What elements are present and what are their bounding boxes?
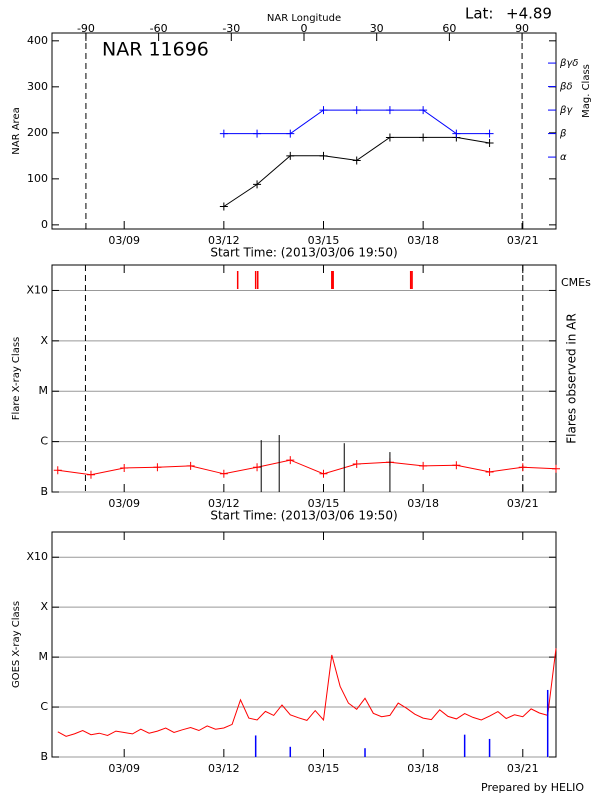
y-tick-label: 400 xyxy=(27,34,48,47)
point-marker xyxy=(319,106,328,115)
lat-label: Lat: xyxy=(465,5,493,23)
y-axis-label: GOES X-ray Class xyxy=(11,601,22,688)
point-marker xyxy=(286,151,295,160)
x2-tick-label: -60 xyxy=(150,22,168,35)
y-tick-label: C xyxy=(40,435,48,448)
x2-tick-label: 90 xyxy=(515,22,529,35)
point-marker xyxy=(352,106,361,115)
point-marker xyxy=(352,156,361,165)
point-marker xyxy=(552,464,560,473)
y-tick-label: X10 xyxy=(26,550,48,563)
series-line xyxy=(57,459,557,476)
y2-tick-label: βδ xyxy=(559,82,573,93)
x-tick-label: 03/09 xyxy=(108,234,140,247)
x-tick-label: 03/18 xyxy=(407,497,439,510)
x-tick-label: 03/18 xyxy=(407,762,439,775)
x2-tick-label: -30 xyxy=(222,22,240,35)
y-tick-label: X xyxy=(40,334,48,347)
y2-tick-label: α xyxy=(560,152,567,163)
point-marker xyxy=(419,106,428,115)
x-axis-label: Start Time: (2013/03/06 19:50) xyxy=(210,509,397,523)
point-marker xyxy=(153,463,162,472)
point-marker xyxy=(219,202,228,211)
point-marker xyxy=(452,461,461,470)
point-marker xyxy=(419,461,428,470)
point-marker xyxy=(53,466,62,475)
y-tick-label: M xyxy=(39,384,49,397)
point-marker xyxy=(319,151,328,160)
point-marker xyxy=(352,459,361,468)
cme-label: CMEs xyxy=(561,276,591,289)
x-tick-label: 03/15 xyxy=(308,234,340,247)
point-marker xyxy=(219,469,228,478)
x-tick-label: 03/09 xyxy=(108,497,140,510)
x-tick-label: 03/15 xyxy=(308,497,340,510)
y-tick-label: C xyxy=(40,700,48,713)
x-tick-label: 03/21 xyxy=(507,234,539,247)
point-marker xyxy=(385,133,394,142)
x-tick-label: 03/18 xyxy=(407,234,439,247)
point-marker xyxy=(286,129,295,138)
y2-tick-label: β xyxy=(559,129,567,140)
point-marker xyxy=(452,129,461,138)
point-marker xyxy=(485,138,494,147)
x2-tick-label: 30 xyxy=(370,22,384,35)
y-axis-label: Flare X-ray Class xyxy=(11,337,22,421)
point-marker xyxy=(253,463,262,472)
x2-tick-label: 0 xyxy=(301,22,308,35)
x-tick-label: 03/09 xyxy=(108,762,140,775)
x-tick-label: 03/21 xyxy=(507,497,539,510)
point-marker xyxy=(419,133,428,142)
point-marker xyxy=(485,467,494,476)
x2-tick-label: 60 xyxy=(442,22,456,35)
x-tick-label: 03/12 xyxy=(208,497,240,510)
footer: Prepared by HELIO xyxy=(481,781,584,794)
y2-axis-label: Mag. Class xyxy=(581,64,592,118)
y2-tick-label: βγδ xyxy=(559,58,578,69)
point-marker xyxy=(120,463,129,472)
y-tick-label: B xyxy=(40,750,48,763)
point-marker xyxy=(219,129,228,138)
y-tick-label: X10 xyxy=(26,283,48,296)
x2-axis-label: NAR Longitude xyxy=(267,13,341,24)
x-tick-label: 03/15 xyxy=(308,762,340,775)
point-marker xyxy=(518,463,527,472)
point-marker xyxy=(385,106,394,115)
x2-tick-label: -90 xyxy=(77,22,95,35)
lat-value: +4.89 xyxy=(506,5,552,23)
point-marker xyxy=(319,469,328,478)
y2-tick-label: βγ xyxy=(559,105,573,116)
point-marker xyxy=(253,180,262,189)
point-marker xyxy=(485,129,494,138)
x-tick-label: 03/12 xyxy=(208,762,240,775)
y-tick-label: 100 xyxy=(27,172,48,185)
y2-axis-label: Flares observed in AR xyxy=(565,313,579,443)
x-tick-label: 03/21 xyxy=(507,762,539,775)
y-tick-label: 300 xyxy=(27,80,48,93)
y-axis-label: NAR Area xyxy=(11,107,22,154)
y-tick-label: M xyxy=(39,650,49,663)
y-tick-label: B xyxy=(40,485,48,498)
y-tick-label: X xyxy=(40,600,48,613)
panel-title: NAR 11696 xyxy=(102,39,209,61)
x-tick-label: 03/12 xyxy=(208,234,240,247)
y-tick-label: 0 xyxy=(41,218,48,231)
series-line xyxy=(57,648,557,737)
x-axis-label: Start Time: (2013/03/06 19:50) xyxy=(210,246,397,260)
point-marker xyxy=(86,470,95,479)
point-marker xyxy=(286,456,295,465)
point-marker xyxy=(186,461,195,470)
point-marker xyxy=(253,129,262,138)
y-tick-label: 200 xyxy=(27,126,48,139)
